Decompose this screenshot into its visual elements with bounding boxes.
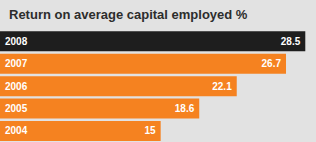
svg-text:28.5: 28.5 [281,36,301,47]
svg-text:22.1: 22.1 [212,81,232,92]
html-text:Return on average capital empl: Return on average capital employed % [9,7,248,22]
svg-text:2005: 2005 [8,103,28,114]
svg-text:2008: 2008 [8,36,28,47]
svg-text:2004: 2004 [8,125,28,136]
svg-text:18.6: 18.6 [175,103,195,114]
svg-text:15: 15 [145,125,157,136]
svg-text:2007: 2007 [8,58,28,69]
svg-text:26.7: 26.7 [262,58,282,69]
svg-text:2006: 2006 [8,81,28,92]
